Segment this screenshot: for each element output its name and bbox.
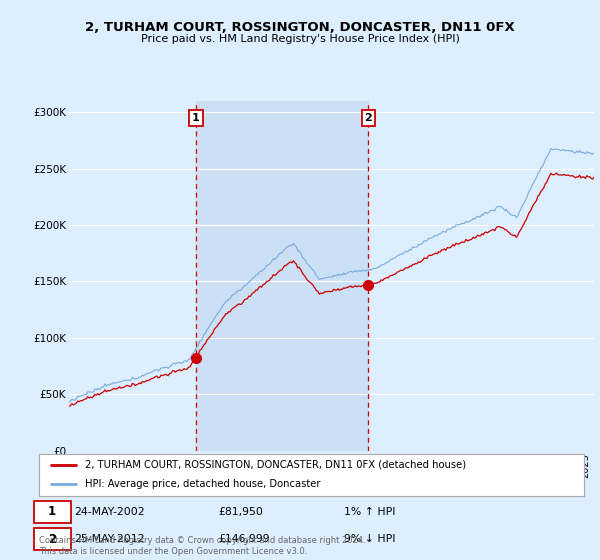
Text: 9% ↓ HPI: 9% ↓ HPI xyxy=(344,534,395,544)
Text: £146,999: £146,999 xyxy=(219,534,271,544)
FancyBboxPatch shape xyxy=(34,528,71,550)
Text: 1% ↑ HPI: 1% ↑ HPI xyxy=(344,507,395,516)
Text: Price paid vs. HM Land Registry's House Price Index (HPI): Price paid vs. HM Land Registry's House … xyxy=(140,34,460,44)
Text: 2: 2 xyxy=(364,113,372,123)
Text: 2: 2 xyxy=(48,533,56,545)
Text: HPI: Average price, detached house, Doncaster: HPI: Average price, detached house, Donc… xyxy=(85,479,321,489)
Text: 24-MAY-2002: 24-MAY-2002 xyxy=(74,507,145,516)
Text: £81,950: £81,950 xyxy=(219,507,263,516)
Text: 2, TURHAM COURT, ROSSINGTON, DONCASTER, DN11 0FX: 2, TURHAM COURT, ROSSINGTON, DONCASTER, … xyxy=(85,21,515,34)
FancyBboxPatch shape xyxy=(34,501,71,522)
Text: 2, TURHAM COURT, ROSSINGTON, DONCASTER, DN11 0FX (detached house): 2, TURHAM COURT, ROSSINGTON, DONCASTER, … xyxy=(85,460,466,470)
Text: 1: 1 xyxy=(48,505,56,518)
Text: 1: 1 xyxy=(192,113,200,123)
Text: 25-MAY-2012: 25-MAY-2012 xyxy=(74,534,145,544)
Bar xyxy=(196,101,368,451)
Text: Contains HM Land Registry data © Crown copyright and database right 2024.
This d: Contains HM Land Registry data © Crown c… xyxy=(39,536,365,556)
